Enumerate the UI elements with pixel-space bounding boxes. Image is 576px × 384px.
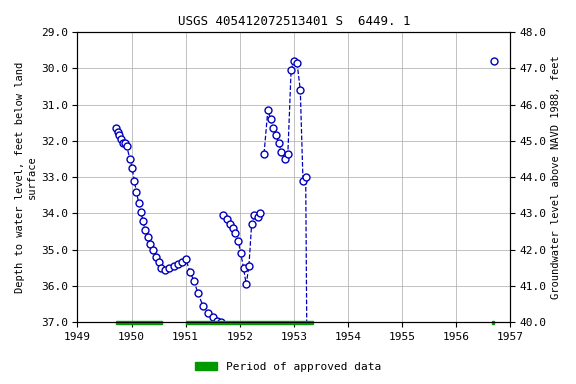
Title: USGS 405412072513401 S  6449. 1: USGS 405412072513401 S 6449. 1: [177, 15, 410, 28]
Y-axis label: Groundwater level above NAVD 1988, feet: Groundwater level above NAVD 1988, feet: [551, 55, 561, 299]
Bar: [492, 321, 494, 324]
Legend: Period of approved data: Period of approved data: [191, 358, 385, 377]
Bar: [185, 321, 313, 324]
Bar: [116, 321, 162, 324]
Y-axis label: Depth to water level, feet below land
surface: Depth to water level, feet below land su…: [15, 61, 37, 293]
